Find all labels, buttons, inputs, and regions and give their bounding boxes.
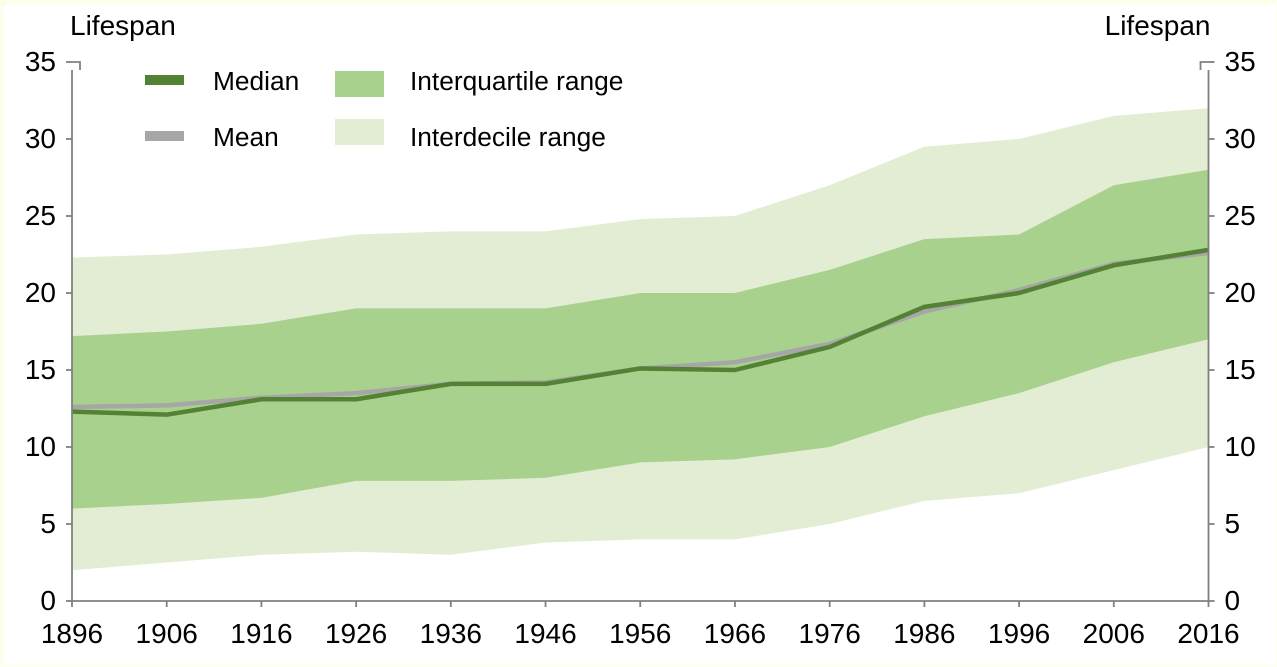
svg-text:0: 0	[40, 585, 56, 616]
svg-text:15: 15	[1225, 354, 1256, 385]
svg-text:10: 10	[1225, 431, 1256, 462]
svg-text:1986: 1986	[893, 618, 955, 649]
svg-text:Mean: Mean	[213, 122, 279, 152]
svg-text:25: 25	[25, 200, 56, 231]
svg-text:5: 5	[40, 508, 56, 539]
svg-text:2006: 2006	[1083, 618, 1145, 649]
svg-text:30: 30	[1225, 123, 1256, 154]
svg-text:1916: 1916	[230, 618, 292, 649]
svg-text:Interdecile range: Interdecile range	[410, 122, 606, 152]
svg-text:25: 25	[1225, 200, 1256, 231]
svg-text:0: 0	[1225, 585, 1241, 616]
svg-text:1996: 1996	[988, 618, 1050, 649]
svg-text:1926: 1926	[325, 618, 387, 649]
svg-text:20: 20	[1225, 277, 1256, 308]
svg-text:Median: Median	[213, 66, 299, 96]
svg-text:Interquartile range: Interquartile range	[410, 66, 623, 96]
svg-text:1976: 1976	[799, 618, 861, 649]
svg-text:35: 35	[25, 46, 56, 77]
svg-text:1896: 1896	[41, 618, 103, 649]
svg-text:10: 10	[25, 431, 56, 462]
svg-text:Lifespan: Lifespan	[70, 10, 176, 41]
svg-text:30: 30	[25, 123, 56, 154]
svg-text:20: 20	[25, 277, 56, 308]
svg-text:1906: 1906	[136, 618, 198, 649]
svg-text:15: 15	[25, 354, 56, 385]
svg-text:1966: 1966	[704, 618, 766, 649]
svg-text:1956: 1956	[609, 618, 671, 649]
svg-text:2016: 2016	[1177, 618, 1239, 649]
svg-text:1936: 1936	[420, 618, 482, 649]
svg-text:35: 35	[1225, 46, 1256, 77]
svg-text:5: 5	[1225, 508, 1241, 539]
svg-text:Lifespan: Lifespan	[1105, 10, 1211, 41]
svg-text:1946: 1946	[514, 618, 576, 649]
